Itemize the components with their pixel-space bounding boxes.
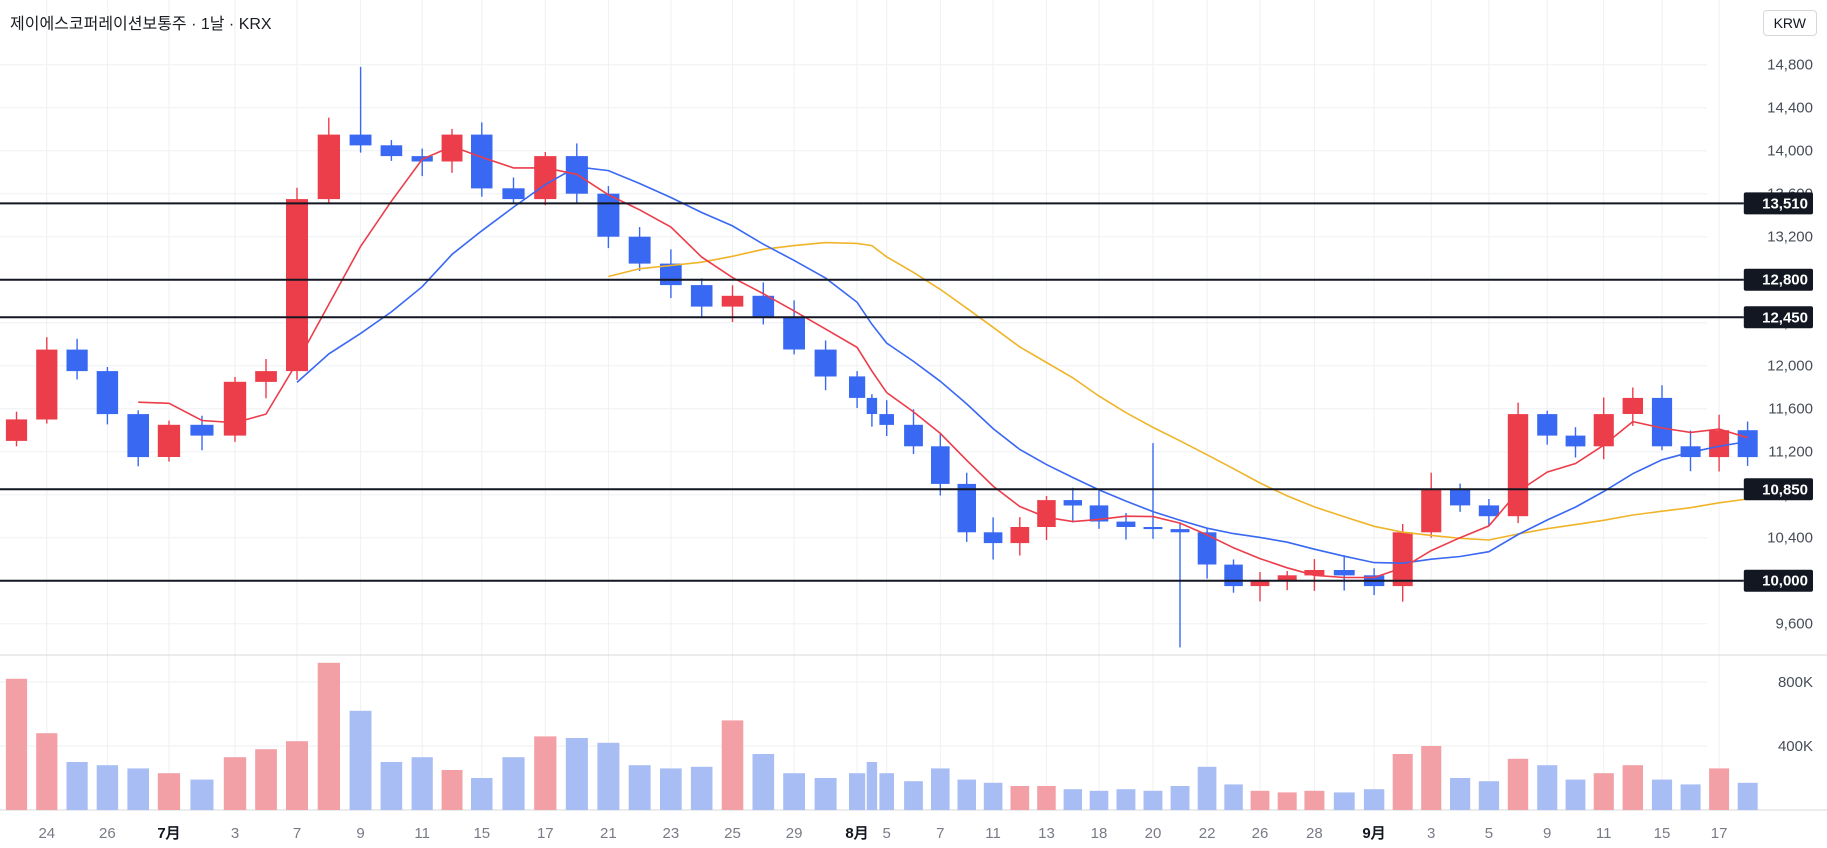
svg-text:7月: 7月 <box>157 825 180 842</box>
svg-text:8月: 8月 <box>845 825 868 842</box>
svg-text:11,200: 11,200 <box>1768 444 1813 461</box>
svg-text:9: 9 <box>1543 825 1551 842</box>
svg-text:12,450: 12,450 <box>1762 309 1808 326</box>
svg-text:20: 20 <box>1145 825 1162 842</box>
svg-text:24: 24 <box>38 825 55 842</box>
svg-text:10,400: 10,400 <box>1767 530 1813 547</box>
svg-text:11,600: 11,600 <box>1768 401 1813 418</box>
svg-text:10,850: 10,850 <box>1762 481 1808 498</box>
svg-text:29: 29 <box>786 825 803 842</box>
svg-text:14,800: 14,800 <box>1767 57 1813 74</box>
svg-text:26: 26 <box>99 825 116 842</box>
svg-text:800K: 800K <box>1778 674 1813 691</box>
svg-text:7: 7 <box>936 825 944 842</box>
svg-text:10,000: 10,000 <box>1762 573 1808 590</box>
svg-text:9,600: 9,600 <box>1775 616 1813 633</box>
svg-text:25: 25 <box>724 825 741 842</box>
svg-text:13,200: 13,200 <box>1767 229 1813 246</box>
svg-text:11: 11 <box>1596 825 1612 842</box>
svg-text:9月: 9月 <box>1362 825 1385 842</box>
svg-text:13,510: 13,510 <box>1762 195 1808 212</box>
svg-text:3: 3 <box>231 825 239 842</box>
svg-text:26: 26 <box>1252 825 1269 842</box>
svg-text:5: 5 <box>1485 825 1493 842</box>
svg-text:15: 15 <box>473 825 490 842</box>
svg-text:13: 13 <box>1038 825 1055 842</box>
svg-text:28: 28 <box>1306 825 1323 842</box>
svg-text:18: 18 <box>1091 825 1108 842</box>
svg-text:400K: 400K <box>1778 738 1813 755</box>
svg-text:12,000: 12,000 <box>1767 358 1813 375</box>
svg-text:14,000: 14,000 <box>1767 143 1813 160</box>
svg-text:15: 15 <box>1654 825 1671 842</box>
svg-text:17: 17 <box>537 825 554 842</box>
svg-text:7: 7 <box>293 825 301 842</box>
svg-text:23: 23 <box>663 825 680 842</box>
svg-text:5: 5 <box>883 825 891 842</box>
svg-text:11: 11 <box>414 825 430 842</box>
svg-text:3: 3 <box>1427 825 1435 842</box>
svg-text:11: 11 <box>985 825 1001 842</box>
svg-text:12,800: 12,800 <box>1762 272 1808 289</box>
svg-text:9: 9 <box>356 825 364 842</box>
svg-text:14,400: 14,400 <box>1767 100 1813 117</box>
svg-text:22: 22 <box>1199 825 1216 842</box>
svg-text:17: 17 <box>1711 825 1728 842</box>
svg-text:21: 21 <box>600 825 617 842</box>
